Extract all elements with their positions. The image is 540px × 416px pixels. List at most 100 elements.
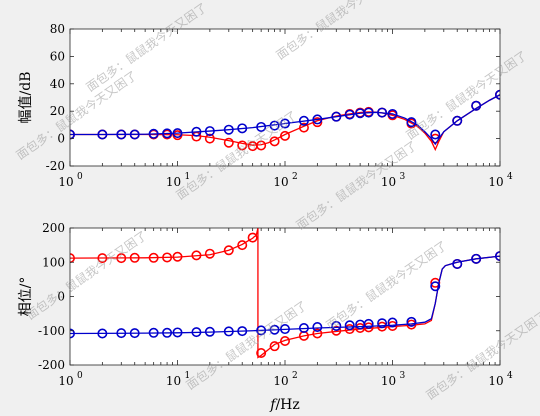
x-tick-exponent: 0 xyxy=(77,172,83,182)
data-point xyxy=(279,336,290,347)
plot-area xyxy=(70,228,500,365)
x-tick-exponent: 2 xyxy=(292,172,298,182)
data-point xyxy=(471,253,482,264)
data-point xyxy=(97,328,108,339)
x-tick-exponent: 3 xyxy=(400,172,406,182)
plot-area xyxy=(70,29,500,166)
x-tick-label: 10 xyxy=(381,374,396,388)
data-point xyxy=(387,317,398,328)
data-point xyxy=(312,114,323,125)
y-tick-label: -20 xyxy=(46,159,65,173)
data-point xyxy=(97,129,108,140)
data-point xyxy=(387,108,398,119)
data-point xyxy=(148,252,159,263)
data-point xyxy=(471,100,482,111)
y-tick-label: 80 xyxy=(50,22,65,36)
series-group xyxy=(70,89,500,152)
data-point xyxy=(237,123,248,134)
y-tick-label: 0 xyxy=(57,132,65,146)
data-point xyxy=(269,341,280,352)
data-point xyxy=(223,326,234,337)
data-point xyxy=(116,129,127,140)
data-point xyxy=(269,136,280,147)
data-point xyxy=(430,129,441,140)
x-tick-label: 10 xyxy=(58,175,73,189)
data-point xyxy=(162,128,173,139)
data-point xyxy=(312,117,323,128)
x-tick-exponent: 4 xyxy=(507,172,513,182)
data-point xyxy=(363,318,374,329)
data-point xyxy=(377,107,388,118)
data-point xyxy=(377,318,388,329)
data-point xyxy=(129,129,140,140)
x-tick-exponent: 4 xyxy=(507,371,513,381)
x-tick-exponent: 1 xyxy=(185,371,191,381)
data-point xyxy=(331,325,342,336)
y-axis-label: 幅值/dB xyxy=(18,72,34,124)
data-point xyxy=(204,126,215,137)
data-point xyxy=(129,252,140,263)
y-tick-label: -200 xyxy=(38,358,65,372)
data-point xyxy=(237,326,248,337)
x-tick-label: 10 xyxy=(488,374,503,388)
data-point xyxy=(148,327,159,338)
x-tick-label: 10 xyxy=(58,374,73,388)
data-point xyxy=(204,248,215,259)
data-point xyxy=(237,240,248,251)
data-point xyxy=(116,253,127,264)
data-point xyxy=(237,140,248,151)
data-point xyxy=(363,322,374,333)
data-point xyxy=(298,115,309,126)
data-point xyxy=(377,321,388,332)
data-point xyxy=(191,327,202,338)
data-point xyxy=(172,251,183,262)
data-point xyxy=(269,324,280,335)
x-tick-label: 10 xyxy=(166,175,181,189)
data-point xyxy=(256,348,267,359)
series-line-2 xyxy=(70,255,500,335)
data-point xyxy=(129,328,140,339)
y-tick-label: 0 xyxy=(57,290,65,304)
data-point xyxy=(223,137,234,148)
data-point xyxy=(256,325,267,336)
y-tick-label: 200 xyxy=(42,221,65,235)
data-point xyxy=(279,324,290,335)
data-point xyxy=(204,133,215,144)
data-point xyxy=(172,327,183,338)
series-group xyxy=(70,228,500,359)
data-point xyxy=(452,115,463,126)
data-point xyxy=(256,140,267,151)
data-point xyxy=(406,117,417,128)
x-tick-label: 10 xyxy=(273,175,288,189)
data-point xyxy=(279,130,290,141)
data-point xyxy=(162,252,173,263)
y-tick-label: 60 xyxy=(50,49,65,63)
data-point xyxy=(312,321,323,332)
y-tick-label: 40 xyxy=(50,77,65,91)
data-point xyxy=(279,118,290,129)
y-tick-label: 100 xyxy=(42,255,65,269)
data-point xyxy=(298,323,309,334)
data-point xyxy=(406,316,417,327)
magnitude-panel: 10 0 10 1 10 2 10 3 10 4 80 60 40 20 0 -20 幅值/dB xyxy=(18,22,513,189)
data-point xyxy=(344,324,355,335)
data-point xyxy=(223,245,234,256)
x-tick-exponent: 2 xyxy=(292,371,298,381)
x-axis-label: f/Hz xyxy=(269,397,300,413)
data-point xyxy=(298,122,309,133)
data-point xyxy=(223,124,234,135)
data-point xyxy=(191,126,202,137)
data-point xyxy=(452,258,463,269)
data-point xyxy=(269,120,280,131)
data-point xyxy=(344,320,355,331)
data-point xyxy=(363,107,374,118)
data-point xyxy=(204,326,215,337)
x-tick-label: 10 xyxy=(166,374,181,388)
data-point xyxy=(116,328,127,339)
x-tick-exponent: 1 xyxy=(185,172,191,182)
data-point xyxy=(344,109,355,120)
series-line-2 xyxy=(70,94,500,146)
